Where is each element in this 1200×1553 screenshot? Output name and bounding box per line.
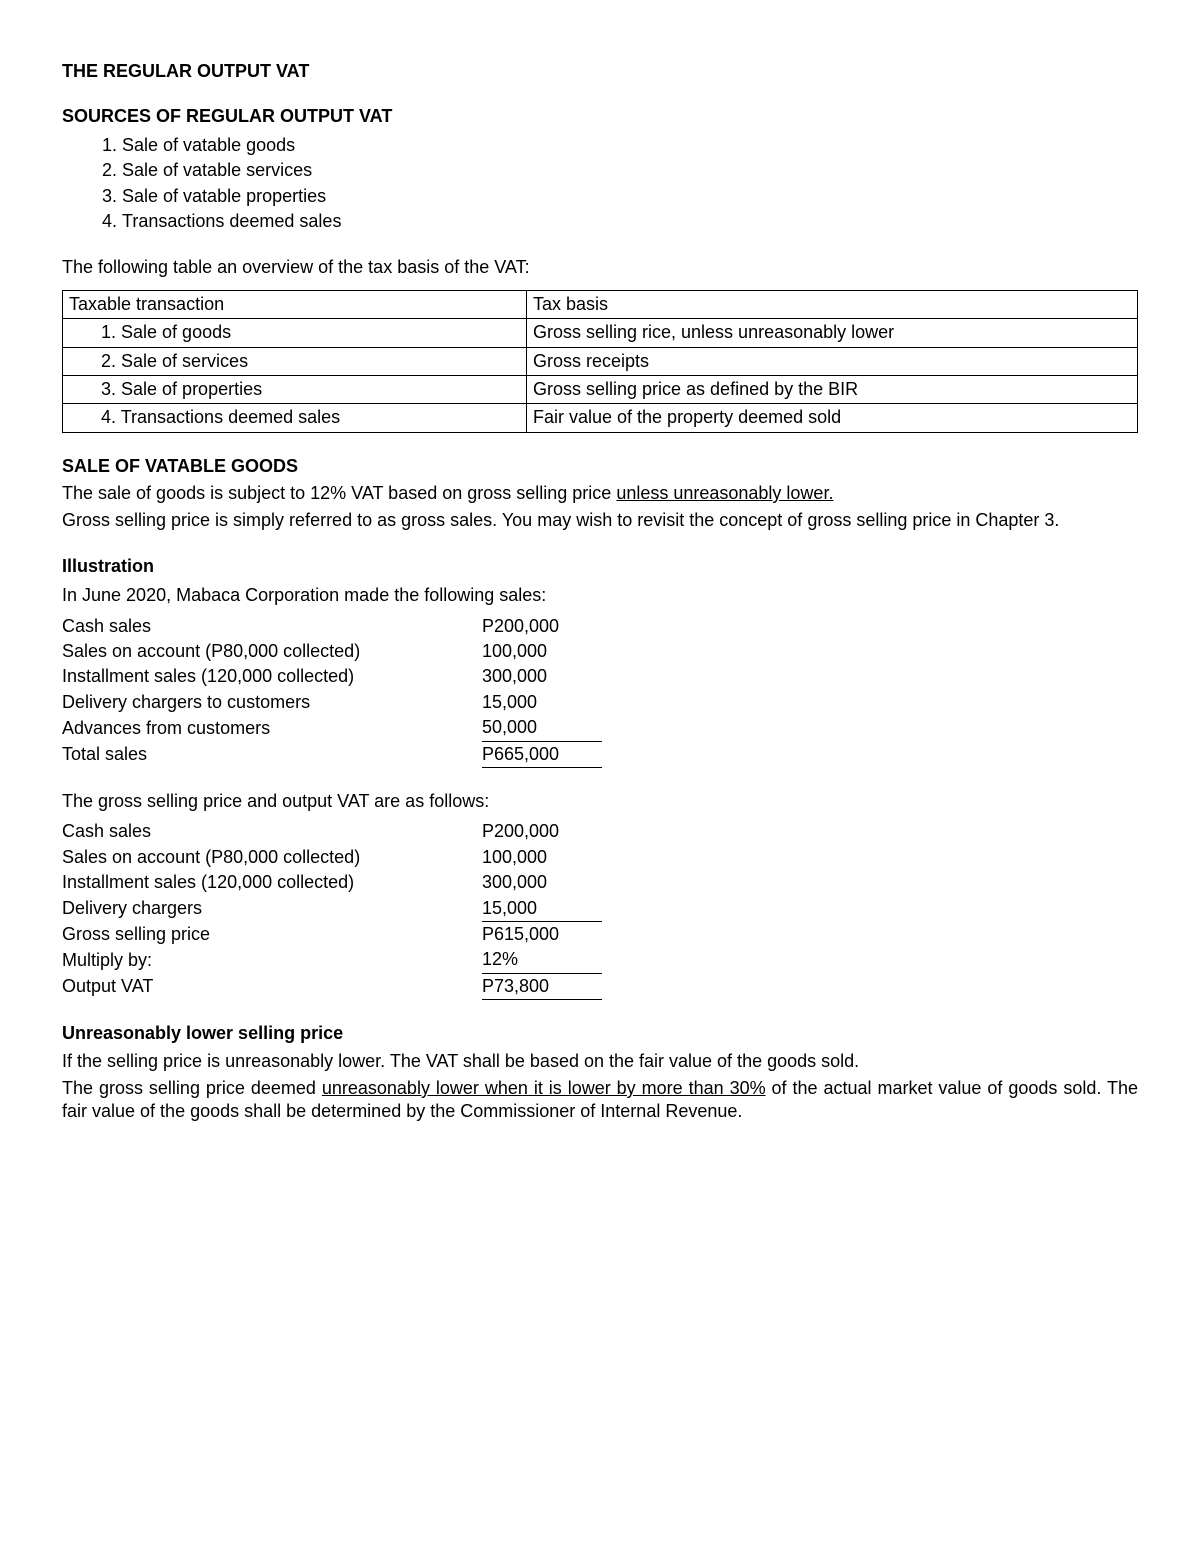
sources-heading: SOURCES OF REGULAR OUTPUT VAT bbox=[62, 105, 1138, 128]
fin-label: Advances from customers bbox=[62, 715, 482, 741]
fin-label: Installment sales (120,000 collected) bbox=[62, 870, 482, 895]
unreason-p2: The gross selling price deemed unreasona… bbox=[62, 1077, 1138, 1124]
list-item: Sale of vatable services bbox=[122, 158, 1138, 183]
illustration-mid: The gross selling price and output VAT a… bbox=[62, 790, 1138, 813]
tax-basis-table: Taxable transaction Tax basis 1. Sale of… bbox=[62, 290, 1138, 433]
table-cell: 1. Sale of goods bbox=[63, 319, 527, 347]
table-cell: Gross selling price as defined by the BI… bbox=[526, 375, 1137, 403]
table-cell: 3. Sale of properties bbox=[63, 375, 527, 403]
fin-value: 100,000 bbox=[482, 845, 602, 870]
table-cell: Gross receipts bbox=[526, 347, 1137, 375]
page-title: THE REGULAR OUTPUT VAT bbox=[62, 60, 1138, 83]
list-item: Transactions deemed sales bbox=[122, 209, 1138, 234]
unreason-heading: Unreasonably lower selling price bbox=[62, 1022, 1138, 1045]
list-item: Sale of vatable goods bbox=[122, 133, 1138, 158]
fin-value: P615,000 bbox=[482, 921, 602, 947]
fin-label: Cash sales bbox=[62, 614, 482, 639]
sale-goods-p1: The sale of goods is subject to 12% VAT … bbox=[62, 482, 1138, 505]
fin-label: Installment sales (120,000 collected) bbox=[62, 664, 482, 689]
fin-value: 15,000 bbox=[482, 690, 602, 715]
table-header-right: Tax basis bbox=[526, 290, 1137, 318]
fin-value: 12% bbox=[482, 947, 602, 973]
illustration-table-1: Cash salesP200,000 Sales on account (P80… bbox=[62, 614, 602, 768]
fin-label: Sales on account (P80,000 collected) bbox=[62, 639, 482, 664]
fin-label: Delivery chargers to customers bbox=[62, 690, 482, 715]
illustration-heading: Illustration bbox=[62, 555, 1138, 578]
sources-list: Sale of vatable goods Sale of vatable se… bbox=[62, 133, 1138, 235]
table-header-left: Taxable transaction bbox=[63, 290, 527, 318]
fin-label: Total sales bbox=[62, 741, 482, 767]
sale-goods-heading: SALE OF VATABLE GOODS bbox=[62, 455, 1138, 478]
list-item: Sale of vatable properties bbox=[122, 184, 1138, 209]
text: The gross selling price deemed bbox=[62, 1078, 322, 1098]
sale-goods-p2: Gross selling price is simply referred t… bbox=[62, 509, 1138, 532]
underlined-text: unreasonably lower when it is lower by m… bbox=[322, 1078, 766, 1098]
table-cell: 4. Transactions deemed sales bbox=[63, 404, 527, 432]
table-cell: 2. Sale of services bbox=[63, 347, 527, 375]
fin-value: 300,000 bbox=[482, 870, 602, 895]
fin-label: Delivery chargers bbox=[62, 896, 482, 922]
fin-value: P665,000 bbox=[482, 741, 602, 767]
fin-value: 100,000 bbox=[482, 639, 602, 664]
fin-value: 300,000 bbox=[482, 664, 602, 689]
fin-value: P73,800 bbox=[482, 973, 602, 999]
fin-label: Multiply by: bbox=[62, 947, 482, 973]
underlined-text: unless unreasonably lower. bbox=[616, 483, 833, 503]
fin-label: Output VAT bbox=[62, 973, 482, 999]
fin-value: P200,000 bbox=[482, 819, 602, 844]
fin-label: Cash sales bbox=[62, 819, 482, 844]
fin-value: P200,000 bbox=[482, 614, 602, 639]
illustration-table-2: Cash salesP200,000 Sales on account (P80… bbox=[62, 819, 602, 1000]
table-cell: Fair value of the property deemed sold bbox=[526, 404, 1137, 432]
fin-value: 15,000 bbox=[482, 896, 602, 922]
table-cell: Gross selling rice, unless unreasonably … bbox=[526, 319, 1137, 347]
text: The sale of goods is subject to 12% VAT … bbox=[62, 483, 616, 503]
illustration-intro: In June 2020, Mabaca Corporation made th… bbox=[62, 584, 1138, 607]
fin-label: Sales on account (P80,000 collected) bbox=[62, 845, 482, 870]
unreason-p1: If the selling price is unreasonably low… bbox=[62, 1050, 1138, 1073]
fin-value: 50,000 bbox=[482, 715, 602, 741]
fin-label: Gross selling price bbox=[62, 921, 482, 947]
table-intro: The following table an overview of the t… bbox=[62, 256, 1138, 279]
